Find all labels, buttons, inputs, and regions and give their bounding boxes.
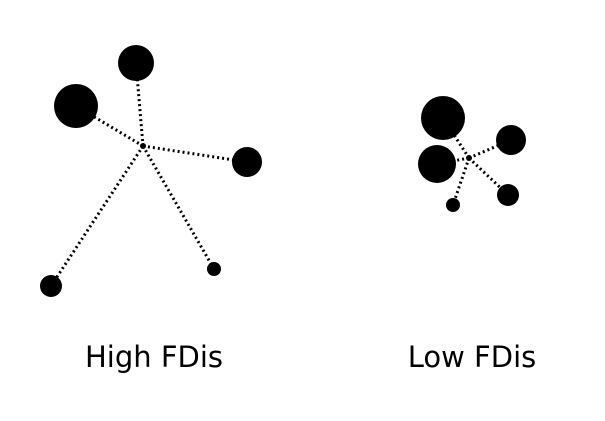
species-point bbox=[40, 275, 62, 297]
distance-line bbox=[142, 144, 248, 164]
distance-line bbox=[451, 157, 471, 206]
centroid-point bbox=[466, 155, 472, 161]
distance-line bbox=[49, 145, 145, 287]
high-fdis-panel: High FDis bbox=[40, 45, 262, 374]
species-point bbox=[418, 145, 456, 183]
species-point bbox=[207, 262, 221, 276]
species-point bbox=[118, 45, 154, 81]
centroid-point bbox=[140, 143, 146, 149]
species-point bbox=[54, 84, 98, 128]
low-fdis-caption: Low FDis bbox=[408, 340, 537, 374]
species-point bbox=[446, 198, 460, 212]
high-fdis-caption: High FDis bbox=[85, 340, 223, 374]
species-point bbox=[497, 184, 519, 206]
species-point bbox=[496, 125, 526, 155]
low-fdis-panel: Low FDis bbox=[408, 96, 537, 374]
distance-line bbox=[134, 62, 145, 147]
distance-line bbox=[467, 156, 510, 197]
species-point bbox=[421, 96, 465, 140]
species-point bbox=[232, 147, 262, 177]
distance-line bbox=[141, 145, 216, 270]
